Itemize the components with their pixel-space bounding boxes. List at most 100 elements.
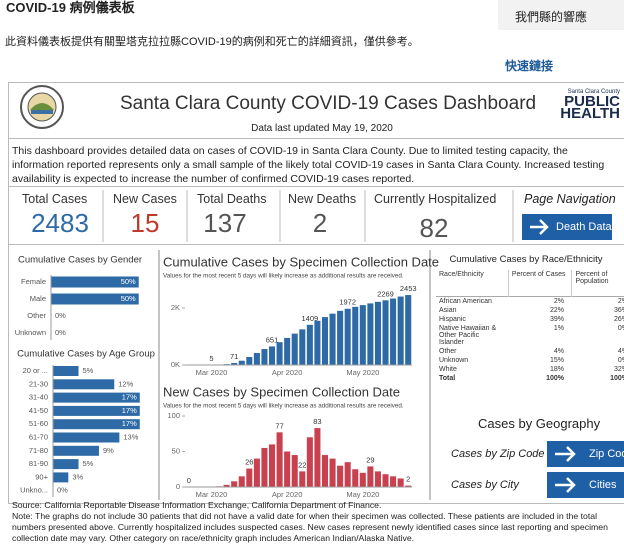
kpi-label: Total Deaths [197, 192, 267, 206]
nav-button[interactable]: Death Data [522, 214, 612, 240]
bar [53, 472, 69, 483]
category-label: 20 or ... [23, 366, 48, 375]
page-title: COVID-19 病例儀表板 [6, 0, 135, 15]
bar [246, 468, 253, 487]
table-cell: 22% [549, 306, 564, 314]
bar [261, 349, 268, 365]
column-header: Percent of Population [571, 270, 624, 296]
kpi-value: 2483 [31, 208, 89, 238]
bar [284, 451, 291, 487]
logo-line: PUBLIC [564, 93, 620, 110]
table-cell: 4% [553, 347, 564, 355]
bar [51, 293, 139, 305]
divider [8, 244, 624, 245]
y-tick-label: 100 [167, 411, 180, 420]
bar [53, 366, 79, 376]
bar [382, 474, 389, 487]
kpi-label: New Cases [113, 192, 177, 206]
kpi-value: 2 [312, 208, 328, 238]
dashboard-frame [8, 82, 624, 504]
bar [231, 481, 238, 487]
bar [306, 324, 313, 365]
bar [299, 329, 306, 365]
value-label: 0% [57, 486, 68, 495]
table-cell: 0% [617, 324, 624, 332]
logo-line: HEALTH [560, 105, 620, 122]
bar [329, 458, 336, 487]
value-label: 0% [55, 311, 66, 320]
table-row: Other 4% 4% [436, 347, 624, 356]
bar [246, 357, 253, 365]
bar [276, 432, 283, 487]
bar [397, 296, 404, 365]
geo-label: Cases by Zip Code [451, 448, 545, 460]
bar [321, 317, 329, 365]
geo-title: Cases by Geography [478, 416, 601, 431]
column-header: Percent of Cases [507, 270, 572, 296]
bar [367, 303, 374, 365]
category-label: 71-80 [29, 446, 48, 455]
table-cell: White [439, 365, 457, 373]
data-label: 83 [313, 417, 321, 426]
table-cell: Asian [439, 306, 457, 314]
column-header: Race/Ethnicity [439, 271, 484, 278]
table-cell: 39% [549, 315, 564, 323]
data-label: 1972 [339, 298, 356, 307]
data-label: 1409 [302, 314, 319, 323]
table-cell: 15% [549, 356, 564, 364]
button-label: Zip Code [589, 448, 624, 460]
divider [8, 186, 624, 187]
table-cell: 2% [553, 297, 564, 305]
bar [238, 476, 245, 487]
bar [53, 459, 79, 470]
table-cell: 26% [613, 315, 624, 323]
bar [405, 295, 412, 365]
quick-links[interactable]: 快速鏈接 [505, 59, 554, 73]
category-label: 51-60 [29, 419, 48, 428]
data-label: 77 [275, 421, 283, 430]
updated: Data last updated May 19, 2020 [251, 123, 393, 134]
bar [291, 333, 298, 365]
description: This dashboard provides detailed data on… [12, 145, 605, 185]
kpi-label: New Deaths [288, 192, 357, 206]
bar [337, 310, 344, 365]
bar [53, 432, 120, 443]
data-label: 71 [230, 352, 238, 361]
side-panel [498, 0, 624, 30]
category-label: Other [27, 311, 46, 320]
chart-title: New Cases by Specimen Collection Date [163, 384, 400, 399]
bar [344, 308, 351, 365]
side-link[interactable]: 我們縣的響應 [515, 10, 588, 24]
table-cell: Unknown [439, 356, 469, 364]
bar [352, 469, 359, 487]
value-label: 50% [121, 294, 136, 303]
bar [291, 455, 298, 487]
bar [405, 485, 412, 487]
bar [374, 301, 381, 365]
bar [397, 478, 404, 487]
bar [284, 337, 291, 365]
table-row: White 18% 32% [436, 365, 624, 374]
bar [306, 437, 313, 487]
category-label: Female [21, 277, 46, 286]
value-label: 3% [72, 472, 83, 481]
county-seal [20, 85, 64, 129]
category-label: 90+ [35, 472, 48, 481]
table-cell: Total [439, 374, 456, 382]
value-label: 5% [83, 366, 94, 375]
table-row: Native Hawaiian & Other Pacific Islander… [436, 324, 624, 347]
category-label: Unknown [15, 328, 46, 337]
geo-button[interactable]: Zip Code [547, 441, 624, 467]
table-cell: 32% [613, 365, 624, 373]
bar [223, 484, 230, 487]
ph-logo: Santa Clara County PUBLIC HEALTH [556, 89, 620, 122]
table-row: Hispanic 39% 26% [436, 315, 624, 324]
bar [314, 428, 321, 487]
data-label: 29 [366, 455, 374, 464]
y-tick-label: 50 [172, 446, 180, 455]
geo-button[interactable]: Cities [547, 472, 624, 498]
bar [238, 360, 245, 365]
logo-county: Santa Clara County [567, 89, 620, 95]
bar [367, 466, 374, 487]
